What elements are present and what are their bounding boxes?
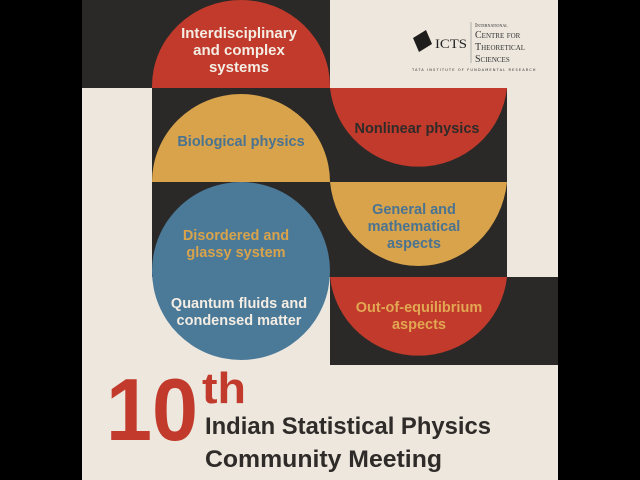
logo-line: Centre for <box>475 30 521 41</box>
topic-line: systems <box>209 59 269 76</box>
nonlinear-bowl <box>330 88 507 167</box>
logo-line: Sciences <box>475 54 510 65</box>
out-of-equilibrium-bowl <box>330 277 507 356</box>
topic-line: aspects <box>387 236 441 252</box>
logo-acronym: ICTS <box>435 36 467 51</box>
topic-line: Disordered and <box>183 228 289 244</box>
topic-line: Interdisciplinary <box>181 25 298 42</box>
topic-line: aspects <box>392 317 446 333</box>
topic-line: Quantum fluids and <box>171 296 307 312</box>
logo-tagline: TATA INSTITUTE OF FUNDAMENTAL RESEARCH <box>411 68 537 72</box>
blue-circle <box>152 182 330 360</box>
topic-line: Out-of-equilibrium <box>356 300 482 316</box>
topic-line: glassy system <box>186 245 285 261</box>
topic-quantum: Quantum fluids and condensed matter <box>171 296 307 329</box>
topic-disordered: Disordered and glassy system <box>183 228 289 261</box>
title-line-2: Community Meeting <box>205 446 442 473</box>
topic-line: General and <box>372 202 456 218</box>
topic-interdisciplinary: Interdisciplinary and complex systems <box>181 25 298 76</box>
interdisciplinary-dome <box>152 0 330 88</box>
icts-logo-mark-icon <box>413 30 432 52</box>
topic-general: General and mathematical aspects <box>368 202 461 252</box>
logo-line: Theoretical <box>475 42 525 53</box>
general-bowl <box>330 182 507 267</box>
topic-line: mathematical <box>368 219 461 235</box>
title-line-1: Indian Statistical Physics <box>205 413 491 440</box>
edition-suffix: th <box>202 364 246 413</box>
logo-line: International <box>475 23 508 29</box>
edition-number: 10 <box>106 360 198 459</box>
topic-out-of-equilibrium: Out-of-equilibrium aspects <box>356 300 482 333</box>
topic-biological: Biological physics <box>177 134 304 150</box>
topic-line: and complex <box>193 42 285 59</box>
biological-dome <box>152 94 330 182</box>
topic-line: condensed matter <box>177 313 302 329</box>
icts-logo: ICTS International Centre for Theoretica… <box>411 22 537 72</box>
topic-nonlinear: Nonlinear physics <box>355 121 480 137</box>
